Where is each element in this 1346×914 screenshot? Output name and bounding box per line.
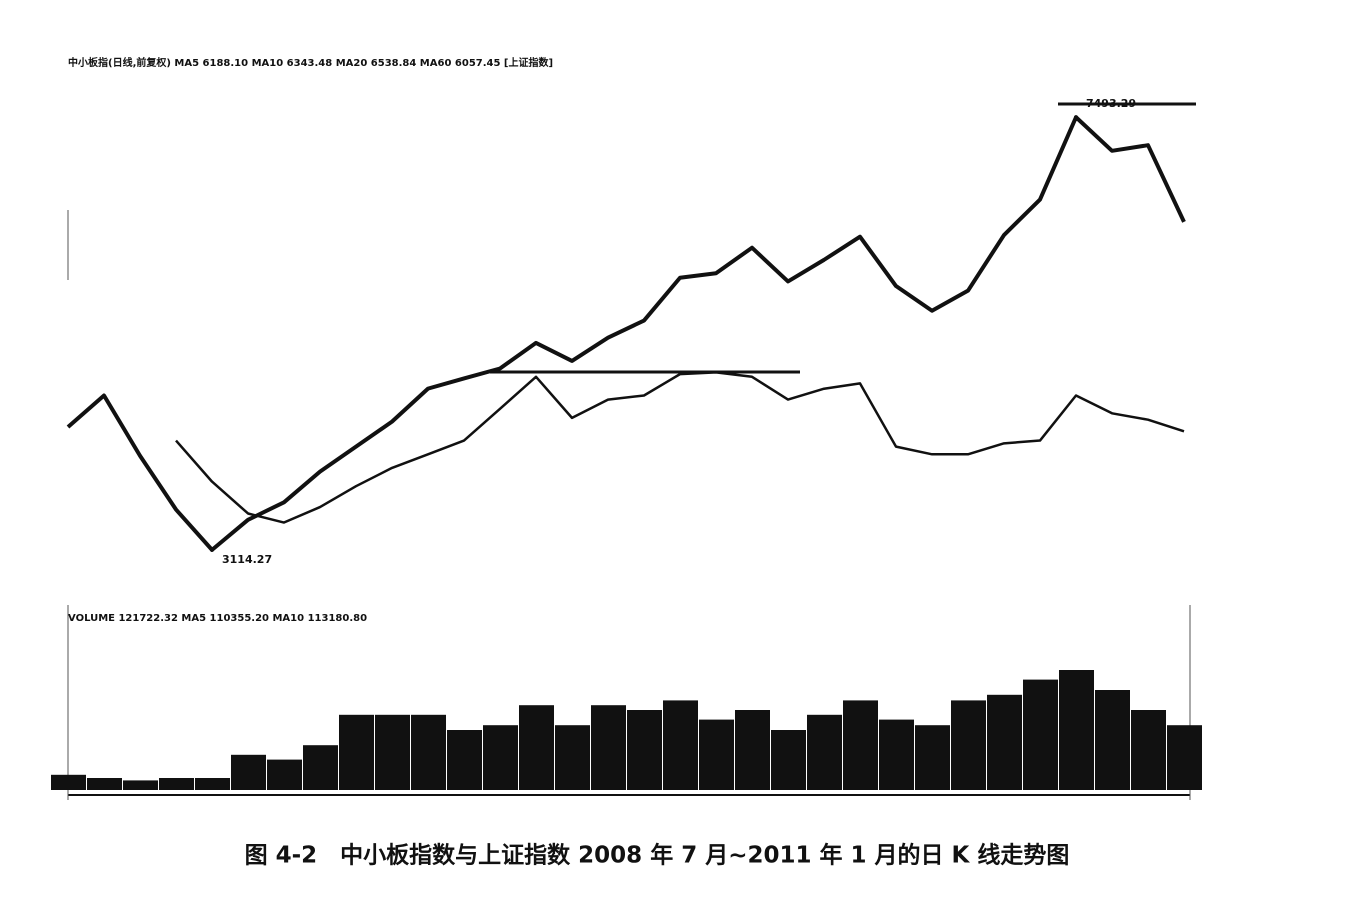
annotation-point [210, 547, 214, 552]
volume-bar [627, 710, 662, 790]
volume-bar [375, 714, 410, 790]
volume-bar [339, 714, 374, 790]
volume-bar [879, 719, 914, 790]
annotation-label: 7493.29 [1086, 97, 1136, 110]
volume-bar [483, 725, 518, 790]
volume-bar [87, 778, 122, 790]
volume-bar [735, 710, 770, 790]
volume-bar [1095, 690, 1130, 790]
volume-bar [951, 700, 986, 790]
caption: 图 4-2 中小板指数与上证指数 2008 年 7 月~2011 年 1 月的日… [245, 842, 1070, 869]
volume-bar [447, 730, 482, 790]
volume-bar [159, 778, 194, 790]
volume-bar [843, 700, 878, 790]
volume-bar [195, 778, 230, 790]
volume-bar [231, 754, 266, 790]
volume-bar [663, 700, 698, 790]
volume-bar [123, 780, 158, 790]
volume-bar [699, 719, 734, 790]
annotation-label: 3114.27 [222, 553, 272, 566]
volume-bar [1131, 710, 1166, 790]
volume-bar [807, 714, 842, 790]
volume-bar [267, 759, 302, 790]
volume-bar [411, 714, 446, 790]
volume-bar [771, 730, 806, 790]
volume-header: VOLUME 121722.32 MA5 110355.20 MA10 1131… [68, 613, 367, 624]
volume-bar [1023, 679, 1058, 790]
volume-bar [1167, 725, 1202, 790]
price-header: 中小板指(日线,前复权) MA5 6188.10 MA10 6343.48 MA… [68, 56, 553, 69]
index-line [175, 371, 1185, 524]
volume-bar [555, 725, 590, 790]
volume-bar [591, 705, 626, 790]
index-line [66, 115, 1186, 552]
volume-bar [303, 745, 338, 790]
volume-bar [1059, 670, 1094, 790]
volume-bar [519, 705, 554, 790]
volume-bar [51, 774, 86, 790]
volume-bar [987, 694, 1022, 790]
annotation-point [1074, 115, 1078, 120]
volume-bar [915, 725, 950, 790]
